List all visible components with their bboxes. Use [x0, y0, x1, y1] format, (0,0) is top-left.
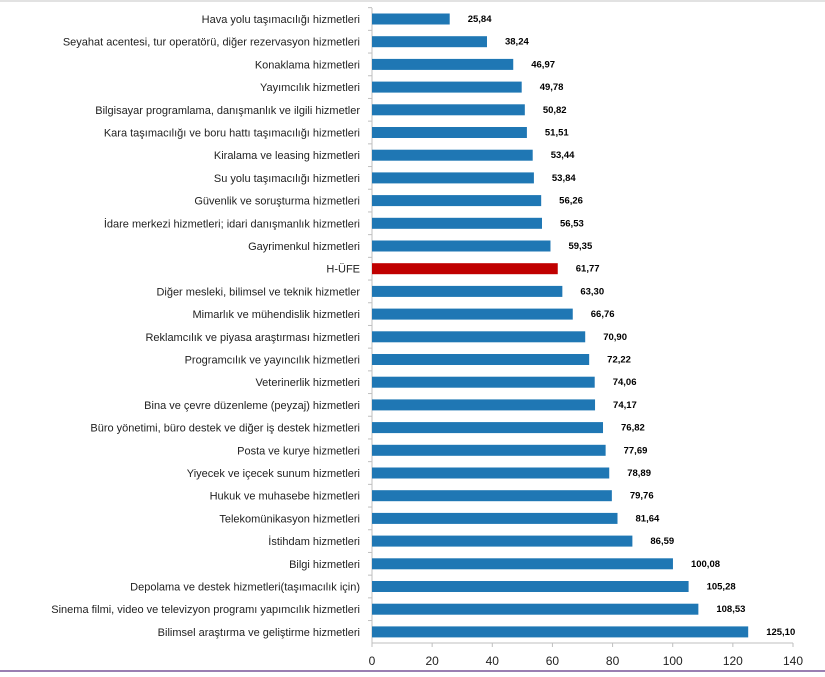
value-label: 46,97 [531, 59, 555, 70]
bar [372, 285, 563, 297]
value-label: 53,84 [552, 173, 576, 184]
value-label: 78,89 [627, 468, 651, 479]
category-label: Mimarlık ve mühendislik hizmetleri [193, 309, 361, 321]
category-label: Yiyecek ve içecek sunum hizmetleri [187, 468, 360, 480]
value-label: 108,53 [716, 604, 745, 615]
category-label: Büro yönetimi, büro destek ve diğer iş d… [90, 423, 360, 435]
bar [372, 399, 596, 411]
value-label: 49,78 [540, 82, 564, 93]
category-label: İstihdam hizmetleri [268, 535, 360, 548]
category-label: Reklamcılık ve piyasa araştırması hizmet… [145, 332, 360, 344]
value-label: 63,30 [580, 286, 604, 297]
category-label: Depolama ve destek hizmetleri(taşımacılı… [130, 582, 360, 594]
value-label: 56,53 [560, 218, 584, 229]
bar [372, 535, 633, 547]
x-tick-label: 0 [369, 654, 376, 668]
value-label: 61,77 [576, 264, 600, 275]
bar [372, 331, 586, 343]
category-label: Hava yolu taşımacılığı hizmetleri [202, 14, 360, 26]
bar [372, 127, 527, 138]
x-tick-label: 40 [486, 654, 500, 668]
category-label: Bilgisayar programlama, danışmanlık ve i… [95, 105, 360, 117]
category-label: Yayımcılık hizmetleri [260, 82, 360, 94]
bar [372, 217, 542, 229]
x-tick-label: 120 [723, 654, 743, 668]
value-label: 74,06 [613, 377, 637, 388]
value-label: 86,59 [650, 536, 674, 547]
x-tick-label: 140 [783, 654, 803, 668]
value-label: 51,51 [545, 128, 569, 139]
bar [372, 354, 590, 365]
bar [372, 422, 604, 434]
x-tick-label: 20 [425, 654, 439, 668]
value-label: 77,69 [624, 445, 648, 456]
category-label: Kara taşımacılığı ve boru hattı taşımacı… [104, 128, 360, 140]
category-label: Diğer mesleki, bilimsel ve teknik hizmet… [156, 286, 360, 298]
value-label: 100,08 [691, 559, 720, 570]
value-label: 72,22 [607, 355, 631, 366]
category-label: Telekomünikasyon hizmetleri [219, 513, 360, 525]
bar [372, 104, 525, 116]
bar [372, 172, 534, 184]
bar [372, 490, 612, 502]
value-label: 25,84 [468, 14, 492, 25]
value-label: 50,82 [543, 105, 567, 116]
value-label: 70,90 [603, 332, 627, 343]
x-tick-label: 100 [663, 654, 683, 668]
category-label: Su yolu taşımacılığı hizmetleri [214, 173, 360, 185]
category-label: İdare merkezi hizmetleri; idari danışman… [104, 217, 360, 230]
bar [372, 240, 551, 252]
x-tick-label: 60 [546, 654, 560, 668]
value-label: 105,28 [707, 582, 736, 593]
category-label: Posta ve kurye hizmetleri [237, 445, 360, 457]
value-label: 74,17 [613, 400, 637, 411]
bar [372, 581, 689, 592]
bottom-divider [0, 670, 825, 672]
value-label: 79,76 [630, 491, 654, 502]
bar [372, 195, 542, 207]
category-label: Güvenlik ve soruşturma hizmetleri [194, 196, 360, 208]
bar [372, 376, 595, 388]
category-label: Bilimsel araştırma ve geliştirme hizmetl… [158, 627, 360, 639]
bar [372, 308, 573, 320]
category-label: Bina ve çevre düzenleme (peyzaj) hizmetl… [144, 400, 360, 412]
category-label: Programcılık ve yayıncılık hizmetleri [185, 355, 360, 367]
bar [372, 36, 487, 48]
bar [372, 149, 533, 161]
bar [372, 13, 450, 25]
bar [372, 626, 749, 638]
value-label: 81,64 [636, 513, 660, 524]
value-label: 59,35 [568, 241, 592, 252]
value-label: 38,24 [505, 37, 529, 48]
bar [372, 558, 673, 570]
x-tick-label: 80 [606, 654, 620, 668]
category-label: Kiralama ve leasing hizmetleri [214, 150, 360, 162]
category-label: Gayrimenkul hizmetleri [248, 241, 360, 253]
top-divider [0, 0, 825, 2]
category-label: Sinema filmi, video ve televizyon progra… [51, 604, 360, 616]
category-label: H-ÜFE [326, 264, 360, 276]
category-label: Veterinerlik hizmetleri [255, 377, 360, 389]
bar [372, 467, 610, 479]
value-label: 66,76 [591, 309, 615, 320]
bar [372, 512, 618, 524]
value-label: 76,82 [621, 423, 645, 434]
bar [372, 58, 514, 70]
category-label: Hukuk ve muhasebe hizmetleri [210, 491, 360, 503]
category-label: Bilgi hizmetleri [289, 559, 360, 571]
value-label: 53,44 [551, 150, 575, 161]
bar [372, 603, 699, 615]
category-label: Konaklama hizmetleri [255, 59, 360, 71]
bar [372, 81, 522, 93]
value-label: 56,26 [559, 196, 583, 207]
category-label: Seyahat acentesi, tur operatörü, diğer r… [63, 37, 360, 49]
bar [372, 444, 606, 456]
value-label: 125,10 [766, 627, 795, 638]
bar-highlight [372, 263, 558, 275]
